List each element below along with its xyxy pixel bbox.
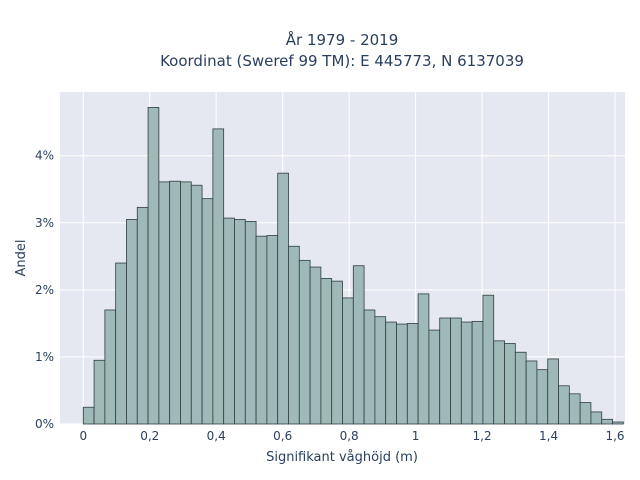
y-tick-label: 4%: [35, 149, 54, 163]
histogram-bar: [525, 360, 538, 425]
chart-title-line2: Koordinat (Sweref 99 TM): E 445773, N 61…: [160, 52, 524, 70]
histogram-bar: [579, 402, 592, 425]
x-axis-title: Signifikant våghöjd (m): [266, 450, 418, 465]
histogram-bar: [169, 180, 181, 425]
histogram-bar: [406, 322, 419, 425]
histogram-bar: [126, 219, 138, 425]
chart-title-line1: År 1979 - 2019: [286, 30, 399, 49]
histogram-bar: [266, 235, 279, 425]
x-tick-label: 0,2: [140, 429, 159, 443]
histogram-bar: [288, 245, 300, 425]
histogram-bar: [568, 393, 581, 425]
histogram-bar: [493, 340, 505, 425]
y-tick-label: 1%: [35, 350, 54, 364]
histogram-bar: [504, 343, 516, 425]
x-tick-label: 0: [79, 429, 87, 443]
histogram-bar: [363, 309, 376, 425]
y-tick-label: 0%: [35, 417, 54, 431]
histogram-bar: [396, 323, 408, 425]
histogram-bar: [115, 262, 127, 425]
histogram-bar: [244, 221, 257, 425]
histogram-bar: [374, 316, 387, 425]
histogram-bar: [612, 421, 624, 425]
histogram-bar: [255, 235, 268, 425]
histogram-bar: [342, 297, 354, 425]
y-axis-title: Andel: [14, 240, 29, 277]
x-tick-label: 0,6: [273, 429, 292, 443]
histogram-bar: [450, 317, 462, 425]
histogram-bar: [428, 329, 441, 425]
histogram-bar: [547, 358, 559, 425]
x-tick-label: 1: [412, 429, 420, 443]
histogram-bar: [212, 128, 225, 425]
histogram-bar: [482, 294, 495, 425]
histogram-bar: [590, 411, 603, 425]
y-tick-label: 3%: [35, 216, 54, 230]
histogram-bar: [439, 317, 451, 425]
histogram-bar: [180, 181, 192, 425]
y-tick-label: 2%: [35, 283, 54, 297]
histogram-bar: [147, 107, 160, 425]
x-tick-label: 1,6: [605, 429, 624, 443]
histogram-bar: [514, 351, 527, 425]
histogram-bar: [223, 217, 235, 425]
histogram-bar: [320, 278, 333, 425]
x-tick-label: 0,8: [340, 429, 359, 443]
histogram-bar: [417, 293, 430, 425]
histogram-bar: [309, 266, 322, 425]
histogram-bar: [201, 198, 214, 425]
bars: [82, 107, 624, 425]
histogram-bar: [93, 359, 106, 425]
histogram-bar: [158, 181, 171, 425]
histogram-bar: [277, 172, 289, 425]
x-tick-label: 1,4: [539, 429, 558, 443]
x-axis-ticks: 0 0,2 0,4 0,6 0,8 1 1,2 1,4 1,6: [79, 429, 624, 443]
histogram-bar: [460, 321, 473, 425]
histogram-bar: [352, 265, 365, 425]
histogram-bar: [234, 219, 246, 425]
histogram-bar: [82, 406, 95, 425]
y-axis-ticks: 0% 1% 2% 3% 4%: [35, 149, 54, 431]
x-tick-label: 0,4: [207, 429, 226, 443]
histogram-bar: [601, 418, 613, 425]
histogram-bar: [190, 184, 203, 425]
histogram-bar: [558, 385, 570, 425]
histogram-bar: [331, 280, 343, 425]
histogram-bar: [385, 321, 397, 425]
histogram-bar: [471, 320, 484, 425]
histogram-bar: [104, 309, 117, 425]
histogram-bar: [298, 259, 311, 425]
histogram-bar: [136, 206, 149, 425]
histogram-bar: [536, 369, 549, 425]
x-tick-label: 1,2: [473, 429, 492, 443]
